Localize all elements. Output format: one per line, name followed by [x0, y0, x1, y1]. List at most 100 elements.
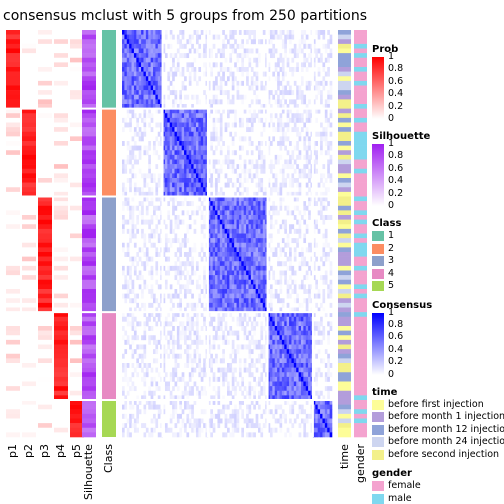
- consensus-cell: [291, 150, 295, 156]
- consensus-cell: [217, 201, 221, 207]
- consensus-cell: [293, 321, 297, 327]
- consensus-cell: [219, 117, 223, 123]
- consensus-cell: [291, 279, 295, 285]
- consensus-cell: [269, 159, 273, 165]
- consensus-cell: [255, 275, 259, 281]
- consensus-cell: [212, 386, 216, 392]
- consensus-cell: [169, 113, 173, 119]
- consensus-cell: [150, 71, 154, 77]
- consensus-cell: [222, 335, 225, 341]
- consensus-cell: [308, 386, 311, 392]
- consensus-cell: [186, 302, 190, 308]
- prob-cell-p1: [6, 376, 20, 382]
- consensus-cell: [305, 34, 309, 40]
- consensus-cell: [219, 219, 223, 225]
- consensus-cell: [167, 168, 171, 174]
- consensus-cell: [131, 321, 135, 327]
- consensus-cell: [260, 298, 264, 304]
- consensus-cell: [289, 85, 292, 91]
- consensus-cell: [172, 205, 175, 211]
- consensus-cell: [320, 136, 323, 142]
- prob-cell-p4: [54, 400, 68, 405]
- consensus-cell: [169, 117, 173, 123]
- consensus-cell: [191, 409, 194, 415]
- consensus-cell: [205, 187, 209, 193]
- consensus-cell: [150, 76, 154, 82]
- prob-cell-p3: [38, 302, 52, 308]
- consensus-cell: [267, 289, 271, 294]
- consensus-cell: [133, 330, 137, 336]
- consensus-cell: [222, 48, 225, 54]
- consensus-cell: [217, 390, 221, 396]
- consensus-cell: [124, 43, 128, 49]
- consensus-cell: [296, 344, 299, 350]
- consensus-cell: [243, 270, 247, 276]
- consensus-cell: [262, 164, 266, 170]
- time-cell: [338, 205, 351, 211]
- consensus-cell: [181, 261, 185, 267]
- consensus-cell: [229, 228, 233, 234]
- consensus-cell: [150, 400, 154, 405]
- consensus-cell: [327, 376, 330, 382]
- consensus-cell: [310, 80, 314, 86]
- group-separator-v: [161, 30, 164, 437]
- consensus-cell: [277, 76, 280, 82]
- consensus-cell: [179, 164, 182, 170]
- consensus-cell: [327, 94, 330, 100]
- consensus-cell: [243, 307, 247, 313]
- consensus-cell: [195, 363, 199, 368]
- prob-cell-p5: [70, 316, 84, 322]
- consensus-cell: [188, 182, 192, 188]
- time-cell: [338, 108, 351, 114]
- consensus-cell: [162, 141, 166, 146]
- consensus-cell: [188, 386, 192, 392]
- consensus-cell: [131, 67, 135, 72]
- consensus-cell: [200, 418, 204, 424]
- consensus-cell: [289, 275, 292, 281]
- consensus-cell: [260, 104, 264, 109]
- consensus-cell: [315, 381, 318, 387]
- consensus-cell: [241, 326, 245, 331]
- consensus-cell: [145, 99, 149, 105]
- consensus-cell: [138, 53, 142, 59]
- consensus-cell: [267, 122, 271, 128]
- consensus-cell: [286, 400, 290, 405]
- consensus-cell: [143, 67, 147, 72]
- consensus-cell: [184, 108, 187, 114]
- prob-cell-p5: [70, 275, 84, 281]
- consensus-cell: [274, 76, 278, 82]
- consensus-cell: [207, 247, 211, 253]
- consensus-cell: [329, 413, 333, 419]
- consensus-cell: [141, 30, 144, 35]
- consensus-cell: [181, 418, 185, 424]
- time-cell: [338, 145, 351, 151]
- consensus-cell: [179, 117, 182, 123]
- prob-cell-p5: [70, 418, 84, 424]
- consensus-cell: [248, 279, 252, 285]
- consensus-cell: [143, 196, 147, 202]
- consensus-cell: [227, 67, 230, 72]
- consensus-cell: [324, 423, 328, 429]
- consensus-cell: [184, 117, 187, 123]
- consensus-cell: [184, 326, 187, 331]
- consensus-cell: [193, 67, 197, 72]
- consensus-cell: [212, 117, 216, 123]
- prob-cell-p2: [22, 238, 36, 244]
- gender-cell: [354, 39, 367, 45]
- consensus-cell: [174, 409, 178, 415]
- consensus-cell: [272, 164, 276, 170]
- consensus-cell: [122, 85, 125, 91]
- consensus-cell: [133, 205, 137, 211]
- consensus-cell: [303, 141, 307, 146]
- consensus-cell: [181, 127, 185, 133]
- consensus-cell: [317, 182, 321, 188]
- consensus-cell: [176, 168, 180, 174]
- consensus-cell: [324, 108, 328, 114]
- prob-cell-p1: [6, 178, 20, 183]
- consensus-cell: [320, 173, 323, 179]
- consensus-cell: [258, 339, 261, 345]
- consensus-cell: [250, 205, 254, 211]
- consensus-cell: [329, 215, 333, 220]
- consensus-cell: [143, 90, 147, 96]
- consensus-cell: [148, 400, 151, 405]
